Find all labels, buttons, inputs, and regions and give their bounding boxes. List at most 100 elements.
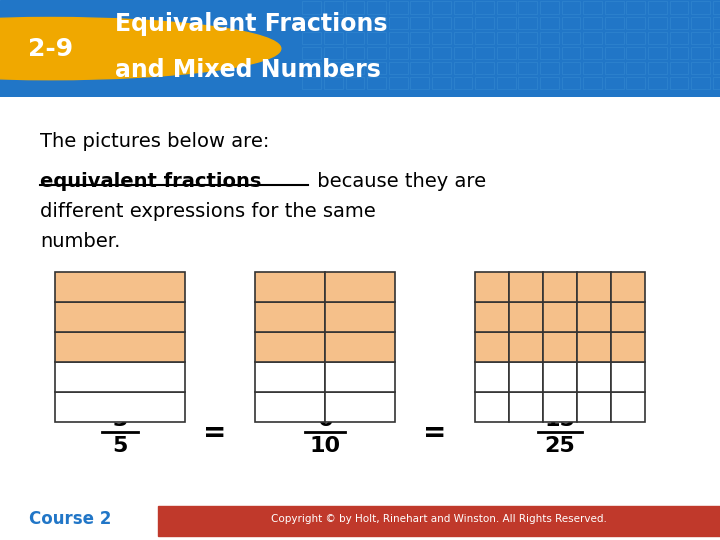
- Bar: [302, 31, 321, 44]
- Bar: [518, 2, 537, 14]
- Bar: [605, 62, 624, 75]
- Bar: [509, 392, 543, 422]
- Bar: [648, 17, 667, 29]
- Text: 3: 3: [112, 410, 127, 430]
- Bar: [475, 17, 494, 29]
- Bar: [410, 2, 429, 14]
- Bar: [324, 77, 343, 90]
- Bar: [158, 506, 720, 536]
- Bar: [325, 272, 395, 302]
- Bar: [432, 46, 451, 59]
- Bar: [611, 362, 645, 392]
- Bar: [543, 332, 577, 362]
- Bar: [302, 46, 321, 59]
- Bar: [540, 2, 559, 14]
- Bar: [577, 302, 611, 332]
- Bar: [540, 62, 559, 75]
- Bar: [475, 46, 494, 59]
- Bar: [509, 272, 543, 302]
- Bar: [691, 17, 710, 29]
- Bar: [432, 31, 451, 44]
- Bar: [509, 302, 543, 332]
- Bar: [324, 31, 343, 44]
- Text: =: =: [423, 419, 446, 447]
- Bar: [454, 46, 472, 59]
- Bar: [583, 2, 602, 14]
- Bar: [626, 77, 645, 90]
- Bar: [626, 31, 645, 44]
- Text: 10: 10: [310, 436, 341, 456]
- Circle shape: [0, 17, 281, 80]
- Bar: [577, 362, 611, 392]
- Bar: [367, 17, 386, 29]
- Bar: [605, 31, 624, 44]
- Bar: [302, 77, 321, 90]
- Bar: [583, 31, 602, 44]
- Bar: [389, 62, 408, 75]
- Text: Copyright © by Holt, Rinehart and Winston. All Rights Reserved.: Copyright © by Holt, Rinehart and Winsto…: [271, 514, 607, 524]
- Text: 15: 15: [544, 410, 575, 430]
- Bar: [562, 62, 580, 75]
- Bar: [605, 77, 624, 90]
- Bar: [518, 17, 537, 29]
- Bar: [255, 392, 325, 422]
- Bar: [389, 46, 408, 59]
- Bar: [497, 17, 516, 29]
- Bar: [497, 62, 516, 75]
- Bar: [432, 77, 451, 90]
- Bar: [611, 302, 645, 332]
- Bar: [583, 77, 602, 90]
- Bar: [367, 62, 386, 75]
- Bar: [670, 2, 688, 14]
- Bar: [324, 62, 343, 75]
- Bar: [518, 31, 537, 44]
- Bar: [626, 2, 645, 14]
- Bar: [670, 62, 688, 75]
- Bar: [670, 77, 688, 90]
- Bar: [583, 62, 602, 75]
- Bar: [454, 17, 472, 29]
- Bar: [325, 332, 395, 362]
- Bar: [55, 332, 185, 362]
- Bar: [346, 31, 364, 44]
- Bar: [626, 17, 645, 29]
- Text: number.: number.: [40, 232, 120, 251]
- Bar: [325, 362, 395, 392]
- Bar: [475, 31, 494, 44]
- Bar: [583, 17, 602, 29]
- Bar: [325, 302, 395, 332]
- Bar: [605, 2, 624, 14]
- Bar: [367, 46, 386, 59]
- Bar: [543, 302, 577, 332]
- Bar: [577, 392, 611, 422]
- Bar: [324, 46, 343, 59]
- Bar: [518, 62, 537, 75]
- Bar: [410, 62, 429, 75]
- Bar: [577, 272, 611, 302]
- Bar: [518, 77, 537, 90]
- Text: =: =: [203, 419, 227, 447]
- Bar: [713, 46, 720, 59]
- Bar: [509, 332, 543, 362]
- Bar: [611, 392, 645, 422]
- Bar: [562, 77, 580, 90]
- Bar: [670, 31, 688, 44]
- Bar: [389, 17, 408, 29]
- Bar: [410, 31, 429, 44]
- Bar: [367, 2, 386, 14]
- Bar: [432, 17, 451, 29]
- Bar: [55, 272, 185, 302]
- Bar: [410, 77, 429, 90]
- Bar: [432, 2, 451, 14]
- Bar: [475, 302, 509, 332]
- Bar: [255, 302, 325, 332]
- Bar: [475, 2, 494, 14]
- Bar: [543, 362, 577, 392]
- Bar: [577, 332, 611, 362]
- Bar: [648, 46, 667, 59]
- Bar: [255, 362, 325, 392]
- Bar: [454, 77, 472, 90]
- Bar: [302, 62, 321, 75]
- Bar: [454, 31, 472, 44]
- Bar: [713, 2, 720, 14]
